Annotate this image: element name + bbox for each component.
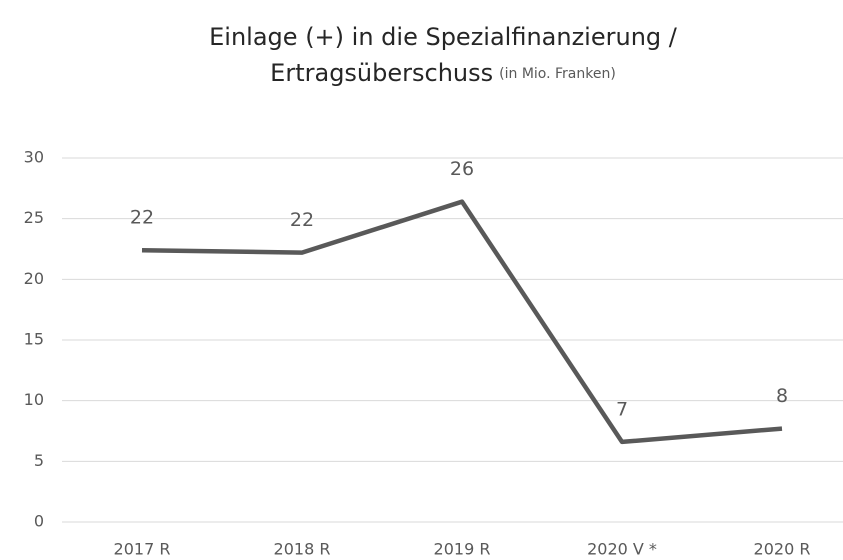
y-tick-label: 25 bbox=[24, 208, 44, 227]
title-note: (in Mio. Franken) bbox=[499, 66, 616, 82]
data-label: 26 bbox=[450, 158, 474, 180]
x-tick-label: 2019 R bbox=[434, 540, 491, 559]
y-tick-label: 5 bbox=[34, 451, 44, 470]
chart-title-line: Ertragsüberschuss bbox=[270, 59, 493, 87]
data-label: 8 bbox=[776, 385, 788, 407]
x-tick-label: 2020 V * bbox=[587, 540, 657, 559]
x-tick-label: 2017 R bbox=[114, 540, 171, 559]
line bbox=[141, 199, 783, 445]
y-tick-label: 15 bbox=[24, 330, 44, 349]
x-tick-label: 2018 R bbox=[274, 540, 331, 559]
y-tick-label: 0 bbox=[34, 512, 44, 531]
data-label: 7 bbox=[616, 398, 628, 420]
y-tick-label: 20 bbox=[24, 269, 44, 288]
chart-title: Einlage (+) in die Spezialfinanzierung / bbox=[209, 23, 678, 51]
y-tick-label: 10 bbox=[24, 390, 44, 409]
x-tick-label: 2020 R bbox=[754, 540, 811, 559]
chart-title: Ertragsüberschuss (in Mio. Franken) bbox=[270, 59, 616, 87]
data-label: 22 bbox=[130, 207, 154, 229]
data-label: 22 bbox=[290, 209, 314, 231]
y-tick-label: 30 bbox=[24, 148, 44, 167]
